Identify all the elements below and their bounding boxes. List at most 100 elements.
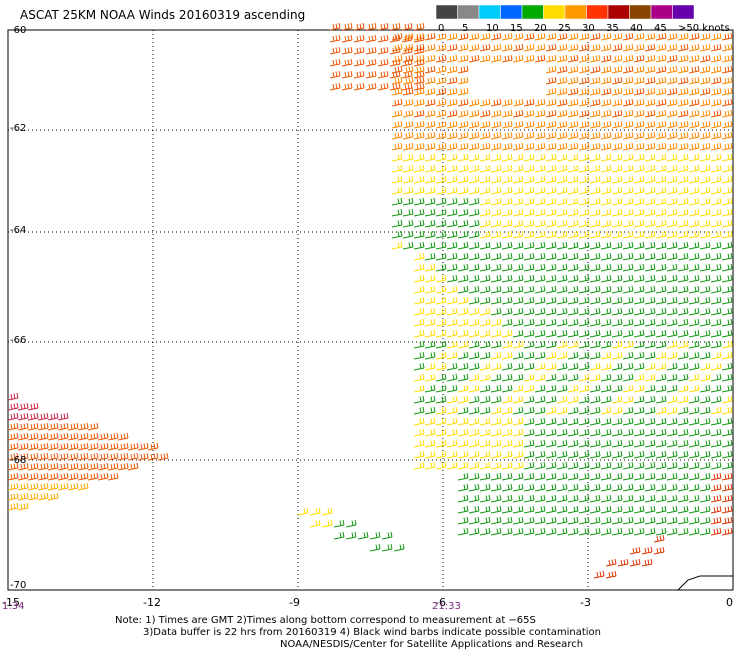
wind-barb	[601, 88, 611, 95]
wind-barb	[645, 440, 655, 447]
wind-barb	[590, 396, 600, 403]
wind-barb	[480, 121, 490, 128]
wind-barb	[458, 44, 468, 51]
wind-barb	[48, 453, 58, 460]
wind-barb	[414, 396, 424, 403]
wind-barb	[645, 517, 655, 524]
wind-barb	[502, 275, 512, 282]
wind-barb	[469, 220, 479, 227]
wind-barb	[601, 66, 611, 73]
wind-barb	[667, 77, 677, 84]
wind-barb	[425, 352, 435, 359]
wind-barb	[634, 528, 644, 535]
wind-barb	[118, 463, 128, 470]
wind-barb	[513, 264, 523, 271]
wind-barb	[447, 396, 457, 403]
wind-barb	[568, 33, 578, 40]
wind-barb	[678, 275, 688, 282]
wind-barb	[458, 231, 468, 238]
wind-barb	[645, 132, 655, 139]
wind-barb	[491, 209, 501, 216]
wind-barb	[502, 176, 512, 183]
wind-barb	[568, 121, 578, 128]
wind-barb	[480, 242, 490, 249]
wind-barb	[601, 286, 611, 293]
wind-barb	[557, 528, 567, 535]
wind-barb	[590, 110, 600, 117]
wind-barb	[491, 352, 501, 359]
wind-barb	[634, 286, 644, 293]
wind-barb	[689, 176, 699, 183]
wind-barb	[557, 231, 567, 238]
wind-barb	[711, 374, 721, 381]
wind-barb	[535, 242, 545, 249]
wind-barb	[458, 484, 468, 491]
wind-barb	[513, 253, 523, 260]
wind-barb	[722, 44, 732, 51]
wind-barb	[513, 220, 523, 227]
wind-barb	[579, 462, 589, 469]
lat-label: -68	[10, 455, 26, 466]
wind-barb	[513, 462, 523, 469]
wind-barb	[414, 330, 424, 337]
wind-barb	[403, 187, 413, 194]
wind-barb	[447, 286, 457, 293]
wind-barb	[645, 506, 655, 513]
wind-barb	[535, 55, 545, 62]
wind-barb	[535, 176, 545, 183]
wind-barb	[557, 275, 567, 282]
wind-barb	[623, 319, 633, 326]
wind-barb	[601, 242, 611, 249]
wind-barb	[557, 352, 567, 359]
wind-barb	[88, 453, 98, 460]
wind-barb	[568, 44, 578, 51]
wind-barb	[667, 297, 677, 304]
wind-barb	[535, 33, 545, 40]
wind-barb	[8, 423, 18, 430]
wind-barb	[601, 187, 611, 194]
wind-barb	[447, 462, 457, 469]
wind-barb	[414, 23, 424, 30]
wind-barb	[601, 506, 611, 513]
wind-barb	[568, 528, 578, 535]
wind-barb	[502, 55, 512, 62]
wind-barb	[414, 451, 424, 458]
wind-barb	[524, 528, 534, 535]
wind-barb	[502, 341, 512, 348]
wind-barb	[722, 143, 732, 150]
wind-barb	[612, 473, 622, 480]
wind-barb	[524, 275, 534, 282]
wind-barb	[722, 231, 732, 238]
wind-barb	[678, 66, 688, 73]
wind-barb	[634, 330, 644, 337]
wind-barb	[436, 319, 446, 326]
wind-barb	[414, 220, 424, 227]
wind-barb	[458, 198, 468, 205]
wind-barb	[480, 506, 490, 513]
wind-barb	[711, 187, 721, 194]
wind-barb	[678, 110, 688, 117]
wind-barb	[546, 264, 556, 271]
wind-barb	[623, 517, 633, 524]
wind-barb	[414, 429, 424, 436]
wind-barb	[469, 363, 479, 370]
wind-barb	[436, 297, 446, 304]
wind-barb	[590, 374, 600, 381]
wind-barb	[513, 55, 523, 62]
wind-barb	[557, 33, 567, 40]
wind-barb	[667, 275, 677, 282]
wind-barb	[590, 55, 600, 62]
wind-barb	[322, 508, 332, 515]
wind-barb	[579, 352, 589, 359]
wind-barb	[546, 165, 556, 172]
wind-barb	[645, 154, 655, 161]
wind-barb	[535, 165, 545, 172]
wind-barb	[546, 143, 556, 150]
wind-barb	[366, 59, 376, 66]
wind-barb	[568, 385, 578, 392]
wind-barb	[469, 484, 479, 491]
wind-barb	[58, 473, 68, 480]
wind-barb	[722, 187, 732, 194]
wind-barb	[579, 418, 589, 425]
wind-barb	[678, 165, 688, 172]
